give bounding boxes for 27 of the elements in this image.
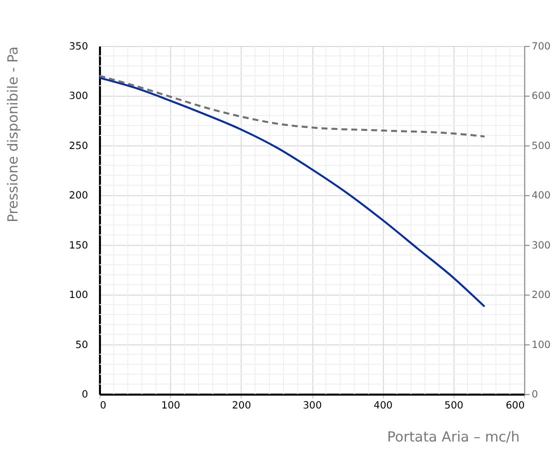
- y-tick-label: 150: [69, 240, 88, 252]
- y-tick-label: 100: [69, 290, 88, 302]
- y2-tick-label: 200: [532, 290, 551, 302]
- y-tick-label: 0: [82, 390, 88, 401]
- x-tick-label: 300: [302, 400, 322, 412]
- x-tick-label: 100: [161, 400, 180, 412]
- y2-tick-label: 100: [532, 340, 551, 351]
- line-series: [98, 74, 486, 138]
- x-tick-label: 400: [374, 400, 393, 412]
- y2-tick-label: 600: [532, 91, 551, 102]
- x-tick-label: 600: [506, 400, 525, 412]
- y2-tick-label: 500: [532, 140, 551, 152]
- x-tick-label: 200: [232, 400, 252, 412]
- y-tick-label: 300: [69, 91, 88, 102]
- x-tick-label: 0: [100, 400, 106, 412]
- y-tick-label: 250: [69, 140, 88, 152]
- x-tick-label: 500: [444, 400, 464, 412]
- y2-tick-label: 700: [532, 41, 551, 52]
- y-axis-title: Pressione disponibile - Pa: [5, 46, 22, 222]
- line-series: [98, 76, 486, 308]
- y2-tick-label: 400: [532, 190, 551, 202]
- y-tick-label: 200: [69, 190, 88, 202]
- y2-tick-label: 300: [532, 240, 551, 252]
- x-axis-title: Portata Aria – mc/h: [387, 429, 520, 446]
- y-tick-label: 50: [75, 340, 88, 351]
- y2-tick-label: 0: [532, 390, 538, 401]
- y-tick-label: 350: [69, 41, 88, 52]
